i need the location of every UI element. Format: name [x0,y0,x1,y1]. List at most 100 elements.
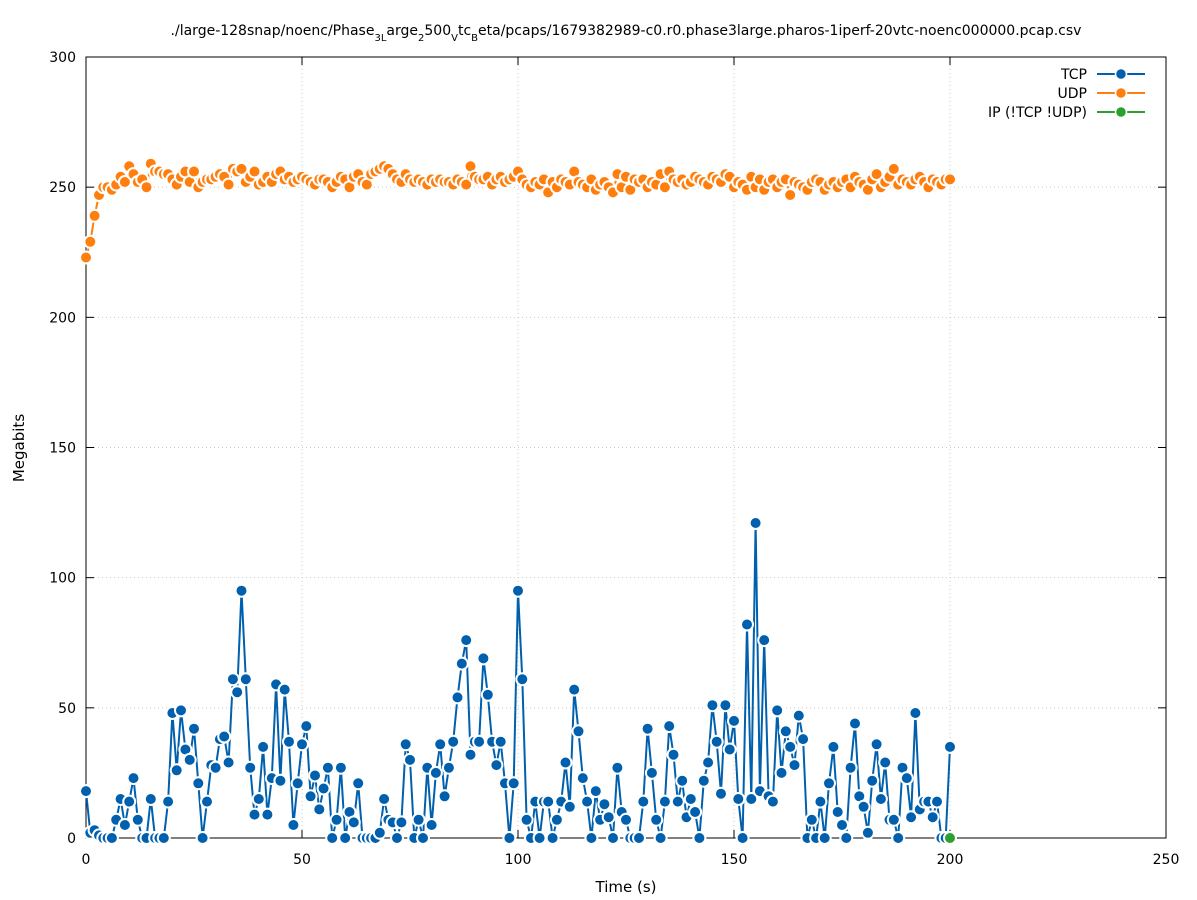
data-point-tcp [506,776,521,791]
data-point-tcp [243,760,258,775]
data-point-tcp [295,737,309,752]
data-point-tcp [286,818,301,832]
data-point-tcp [778,724,793,739]
data-point-tcp [143,792,158,806]
data-point-tcp [839,831,854,845]
data-point-tcp [169,763,184,778]
x-axis-label: Time (s) [595,878,657,896]
data-point-tcp [333,760,348,775]
title-segment: ./large-128snap/noenc/Phase [171,23,375,39]
data-point-udp [221,177,236,192]
x-tick-label: 50 [293,852,311,868]
data-point-tcp [126,771,141,786]
data-point-tcp [247,807,262,822]
legend-label: TCP [1060,67,1087,83]
y-tick-label: 300 [49,50,76,66]
data-point-tcp [878,755,893,770]
title-segment: V [451,33,458,44]
data-point-tcp [584,831,599,845]
data-point-tcp [195,831,210,845]
data-point-tcp [943,739,957,754]
data-point-tcp [701,755,716,770]
data-point-tcp [662,719,677,734]
data-point-tcp [653,831,668,845]
title-segment: 3L [374,33,386,44]
x-tick-label: 100 [505,852,532,868]
data-point-tcp [511,583,525,598]
data-point-tcp [606,831,620,845]
data-point-tcp [562,799,577,814]
data-point-tcp [580,794,595,809]
data-point-tcp [873,792,888,806]
data-point-tcp [610,760,625,775]
data-point-tcp [225,672,240,687]
data-point-tcp [424,818,439,832]
y-tick-label: 250 [49,180,76,196]
data-point-tcp [416,831,430,845]
title-segment: tc [458,23,471,39]
data-point-tcp [463,747,478,762]
data-point-tcp [636,794,651,809]
data-point-tcp [657,794,672,809]
data-point-tcp [338,831,353,845]
data-point-tcp [886,812,901,827]
data-point-tcp [644,765,659,780]
title-segment: eta/pcaps/1679382989-c0.r0.phase3large.p… [478,23,1081,39]
series-ip-tcp-udp [943,831,957,845]
data-point-tcp [856,799,871,814]
title-segment: B [471,33,478,44]
data-point-tcp [588,784,603,799]
data-point-tcp [804,812,819,827]
data-point-tcp [519,812,534,827]
data-point-tcp [325,831,340,845]
data-point-tcp [835,818,849,832]
x-tick-label: 150 [721,852,748,868]
data-point-tcp [817,831,832,845]
data-point-tcp [692,831,707,845]
data-point-tcp [480,687,495,702]
data-point-tcp [848,716,862,731]
data-point-tcp [502,831,517,845]
data-point-tcp [740,617,754,632]
data-point-tcp [860,825,875,840]
data-point-tcp [187,721,201,736]
data-point-tcp [377,792,392,806]
data-point-tcp [308,768,322,783]
y-tick-label: 150 [49,441,76,457]
data-point-udp [234,161,249,176]
data-point-tcp [709,734,724,749]
data-point-tcp [489,758,504,773]
data-point-tcp [705,698,720,713]
data-point-tcp [454,656,469,671]
data-point-udp [187,164,201,179]
data-point-udp [459,177,474,192]
data-point-tcp [320,760,335,775]
data-point-udp [87,208,102,223]
data-point-tcp [428,765,443,780]
data-point-tcp [908,706,923,720]
legend-label: IP (!TCP !UDP) [988,105,1087,121]
data-point-tcp [256,739,271,754]
data-point-tcp [104,831,119,845]
data-point-tcp [731,792,746,806]
data-point-tcp [398,737,413,752]
data-point-tcp [346,815,361,830]
data-point-tcp [567,682,582,697]
data-point-tcp [282,734,296,749]
y-axis-label: Megabits [10,414,28,482]
data-point-tcp [459,633,474,648]
title-segment: arge [386,23,418,39]
data-point-tcp [273,773,288,788]
data-point-tcp [558,755,573,770]
data-point-tcp [640,721,655,736]
data-point-tcp [117,818,132,832]
data-point-tcp [869,737,884,752]
x-tick-label: 200 [937,852,964,868]
data-point-tcp [619,812,633,827]
axis-ticks: 0 50 100 150 200 250 0 50 100 150 200 250 300 [49,50,1179,868]
data-point-tcp [191,776,206,791]
x-tick-label: 250 [1153,852,1180,868]
data-point-tcp [394,815,409,830]
data-point-udp [943,172,957,187]
data-point-tcp [174,703,188,718]
